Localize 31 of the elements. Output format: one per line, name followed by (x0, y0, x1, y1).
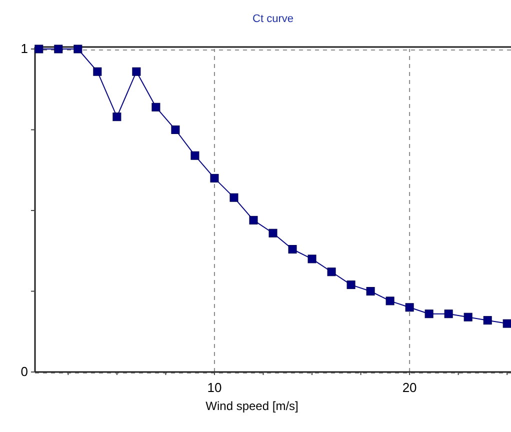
point (74, 44, 82, 54)
point (308, 254, 316, 264)
point (34, 44, 44, 54)
point (112, 112, 122, 122)
point (483, 316, 492, 325)
point (249, 216, 258, 224)
point (93, 67, 102, 76)
x-tick-label: 20 (402, 380, 417, 395)
point (54, 44, 63, 54)
x-axis-title: Wind speed [m/s] (206, 399, 298, 413)
point (424, 310, 434, 318)
point (444, 310, 453, 318)
y-tick-label: 0 (20, 364, 28, 379)
point (210, 174, 219, 182)
point (171, 126, 180, 134)
point (366, 287, 375, 296)
point (386, 296, 394, 306)
point (190, 151, 200, 160)
point (268, 228, 278, 238)
point (327, 268, 336, 276)
point (346, 280, 356, 290)
point (464, 312, 472, 322)
chart-title: Ct curve (252, 13, 294, 25)
x-tick-label: 10 (207, 380, 222, 395)
point (230, 193, 238, 202)
point (288, 245, 297, 254)
point (132, 67, 141, 76)
point (502, 319, 511, 328)
point (152, 102, 160, 112)
y-tick-label: 1 (20, 41, 28, 56)
point (405, 303, 414, 312)
